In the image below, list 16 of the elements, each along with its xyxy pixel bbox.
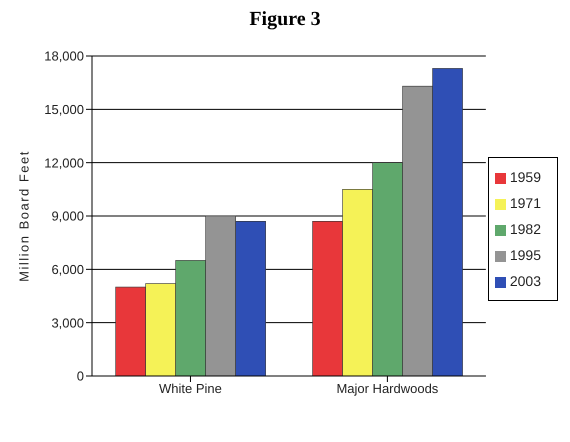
y-tick-label: 0 — [76, 368, 84, 384]
y-tick-label: 9,000 — [51, 208, 84, 224]
y-axis-title: Million Board Feet — [16, 150, 32, 282]
y-tick-label: 18,000 — [44, 48, 84, 64]
legend-label: 1971 — [510, 195, 541, 211]
chart-title: Figure 3 — [248, 8, 322, 32]
x-tick-label: Major Hardwoods — [336, 381, 439, 396]
x-tick-label: White Pine — [159, 381, 222, 396]
legend-label: 2003 — [510, 273, 541, 289]
legend-label: 1982 — [510, 221, 541, 237]
legend-label: 1995 — [510, 247, 541, 263]
y-tick-label: 12,000 — [44, 155, 84, 170]
y-tick-label: 3,000 — [51, 315, 84, 330]
legend-label: 1959 — [510, 169, 541, 185]
y-tick-label: 6,000 — [51, 262, 84, 277]
y-tick-label: 15,000 — [44, 102, 84, 117]
